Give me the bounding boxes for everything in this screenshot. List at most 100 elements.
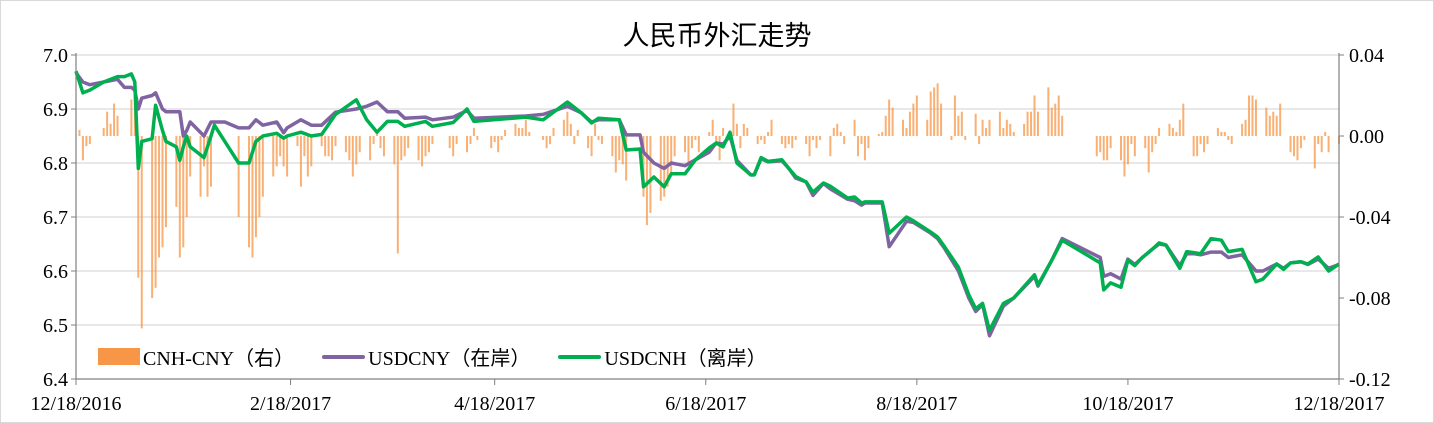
bar-cnh-cny [1036,111,1039,136]
bar-cnh-cny [282,136,285,167]
bar-cnh-cny [113,103,116,136]
y-left-tick-label: 6.7 [43,207,68,229]
bar-cnh-cny [504,129,507,136]
bar-cnh-cny [867,136,870,149]
x-tick-label: 8/18/2017 [876,393,957,415]
bar-cnh-cny [573,136,576,145]
bar-cnh-cny [756,136,759,145]
bar-cnh-cny [355,136,358,165]
bar-cnh-cny [881,131,884,136]
bar-cnh-cny [843,136,846,145]
bar-cnh-cny [933,87,936,136]
legend-swatch-line [322,354,366,359]
bar-cnh-cny [334,136,337,147]
bar-cnh-cny [427,136,430,153]
bar-cnh-cny [199,136,202,197]
bar-cnh-cny [85,136,88,147]
bar-cnh-cny [597,136,600,141]
bar-cnh-cny [978,136,981,145]
bar-cnh-cny [1313,136,1316,169]
bar-cnh-cny [251,136,254,258]
bar-cnh-cny [1199,136,1202,145]
bar-cnh-cny [735,123,738,136]
bar-cnh-cny [1130,136,1133,145]
bar-cnh-cny [1012,131,1015,136]
bar-cnh-cny [1123,136,1126,177]
bar-cnh-cny [1050,107,1053,136]
legend-item-usdcnh: USDCNH（离岸） [558,342,767,371]
bar-cnh-cny [497,136,500,153]
bar-cnh-cny [1327,136,1330,153]
bar-cnh-cny [431,136,434,145]
bar-cnh-cny [621,136,624,165]
bar-cnh-cny [286,136,289,177]
bar-cnh-cny [1254,99,1257,136]
bar-cnh-cny [1289,136,1292,153]
bar-cnh-cny [770,119,773,136]
bar-cnh-cny [493,136,496,143]
bar-cnh-cny [261,136,264,197]
bar-cnh-cny [466,136,469,153]
legend-label: CNH-CNY（右） [143,348,295,370]
bar-cnh-cny [517,127,520,136]
bar-cnh-cny [611,136,614,157]
bar-cnh-cny [960,111,963,136]
bar-cnh-cny [254,136,257,238]
bar-cnh-cny [649,136,652,213]
bar-cnh-cny [642,136,645,197]
bar-cnh-cny [348,136,351,161]
legend-swatch-line [558,354,602,359]
bar-cnh-cny [690,136,693,149]
bar-cnh-cny [552,127,555,136]
bar-cnh-cny [407,136,410,149]
bar-cnh-cny [940,103,943,136]
bar-cnh-cny [1005,119,1008,136]
bar-cnh-cny [600,136,603,145]
bar-cnh-cny [1293,136,1296,157]
bar-cnh-cny [78,129,81,136]
bar-cnh-cny [839,131,842,136]
bar-cnh-cny [379,136,382,149]
bar-cnh-cny [1265,107,1268,136]
bar-cnh-cny [784,136,787,149]
bar-cnh-cny [746,127,749,136]
bar-cnh-cny [303,136,306,157]
bar-cnh-cny [1248,95,1251,136]
bar-cnh-cny [1299,136,1302,149]
bar-cnh-cny [670,136,673,177]
bar-cnh-cny [1133,136,1136,157]
bar-cnh-cny [1061,115,1064,136]
bar-cnh-cny [393,136,396,165]
bar-cnh-cny [1054,103,1057,136]
bar-cnh-cny [1244,119,1247,136]
bar-cnh-cny [1095,136,1098,157]
bar-cnh-cny [1147,136,1150,173]
bar-cnh-cny [715,136,718,145]
bar-cnh-cny [490,136,493,149]
bar-cnh-cny [472,127,475,136]
bar-cnh-cny [455,136,458,145]
bar-cnh-cny [1279,103,1282,136]
bar-cnh-cny [767,131,770,136]
bar-cnh-cny [272,136,275,177]
bar-cnh-cny [590,136,593,157]
bar-cnh-cny [158,136,161,258]
bar-cnh-cny [1220,131,1223,136]
bar-cnh-cny [964,136,967,141]
y-right-tick-label: -0.12 [1349,369,1391,391]
bar-cnh-cny [417,136,420,161]
bar-cnh-cny [857,136,860,157]
bar-cnh-cny [860,136,863,145]
bar-cnh-cny [382,136,385,157]
bar-cnh-cny [1251,95,1254,136]
bar-cnh-cny [1171,127,1174,136]
x-tick-label: 2/18/2017 [250,393,331,415]
bar-cnh-cny [161,136,164,248]
bar-cnh-cny [562,119,565,136]
bar-cnh-cny [708,131,711,136]
bar-cnh-cny [209,136,212,187]
bar-cnh-cny [815,136,818,149]
bar-cnh-cny [237,136,240,217]
bar-cnh-cny [137,136,140,278]
y-left-tick-label: 6.8 [43,153,68,175]
